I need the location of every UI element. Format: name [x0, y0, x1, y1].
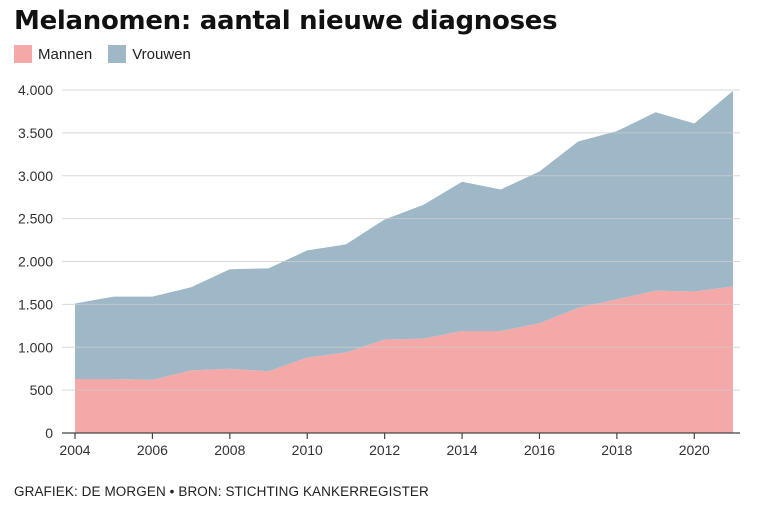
area-series-mannen	[75, 286, 733, 433]
x-tick-label-2010: 2010	[292, 442, 323, 458]
y-tick-label-4000: 4.000	[18, 82, 53, 98]
legend-swatch-mannen	[14, 45, 32, 63]
x-tick-label-2008: 2008	[214, 442, 245, 458]
y-tick-label-1500: 1.500	[18, 296, 53, 312]
legend-swatch-vrouwen	[108, 45, 127, 63]
x-tick-label-2004: 2004	[59, 442, 90, 458]
area-series-vrouwen	[75, 90, 733, 380]
y-tick-label-0: 0	[45, 425, 53, 441]
y-tick-label-3000: 3.000	[18, 168, 53, 184]
x-tick-label-2016: 2016	[524, 442, 555, 458]
x-tick-label-2006: 2006	[137, 442, 168, 458]
x-tick-label-2018: 2018	[601, 442, 632, 458]
chart-title: Melanomen: aantal nieuwe diagnoses	[14, 6, 558, 36]
x-tick-label-2014: 2014	[446, 442, 477, 458]
x-tick-label-2012: 2012	[369, 442, 400, 458]
y-tick-label-1000: 1.000	[18, 339, 53, 355]
legend-label-vrouwen: Vrouwen	[132, 45, 191, 63]
legend-label-mannen: Mannen	[38, 45, 93, 63]
y-tick-label-2500: 2.500	[18, 211, 53, 227]
legend-item-mannen: Mannen	[14, 45, 92, 63]
y-tick-label-2000: 2.000	[18, 254, 53, 270]
legend: Mannen Vrouwen	[14, 45, 207, 63]
y-tick-label-3500: 3.500	[18, 125, 53, 141]
legend-item-vrouwen: Vrouwen	[108, 45, 191, 63]
x-tick-label-2020: 2020	[679, 442, 710, 458]
y-tick-label-500: 500	[30, 382, 54, 398]
source-credit: GRAFIEK: DE MORGEN • BRON: STICHTING KAN…	[14, 484, 429, 499]
area-chart: 0 500 1.000 1.500 2.000 2.500 3.000 3.500 4.000 2…	[18, 82, 740, 458]
